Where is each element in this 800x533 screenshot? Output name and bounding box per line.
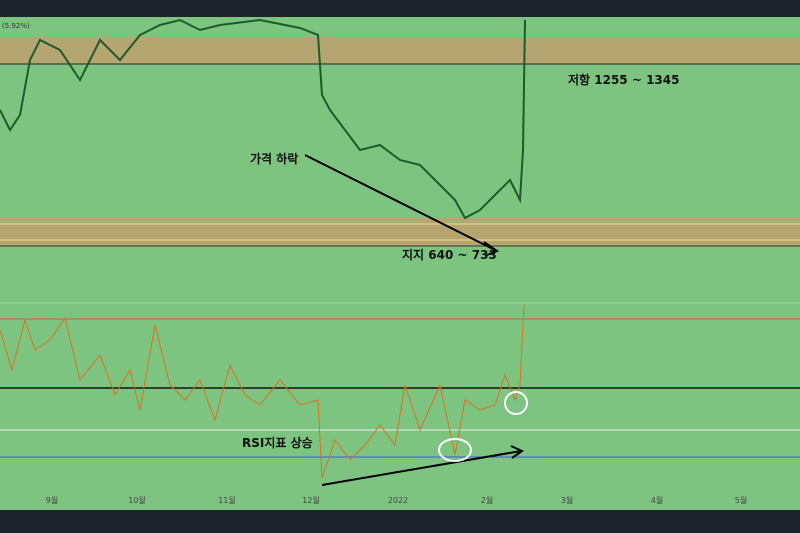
x-axis-label: 10월 xyxy=(128,495,146,505)
bottom-bar xyxy=(0,510,800,533)
x-axis-label: 5월 xyxy=(735,495,747,505)
x-axis-label: 4월 xyxy=(651,495,663,505)
x-axis-label: 2월 xyxy=(481,495,493,505)
x-axis: 9월 10월 11월 12월 2022 2월 3월 4월 5월 xyxy=(46,495,747,505)
price-path xyxy=(0,18,526,220)
annotation: RSI지표 상승 xyxy=(242,435,313,450)
highlight-circle xyxy=(504,391,528,415)
x-axis-label: 9월 xyxy=(46,495,58,505)
resistance-band xyxy=(0,37,800,64)
rsi-path xyxy=(0,304,525,479)
chart-area xyxy=(0,17,800,510)
arrow-head xyxy=(483,241,500,256)
annotation: 지지 640 ~ 733 xyxy=(402,247,497,262)
annotation: 가격 하락 xyxy=(250,151,298,166)
arrow xyxy=(321,450,522,486)
arrow xyxy=(304,154,496,251)
change-label: (5.92%) xyxy=(2,22,30,30)
highlight-circle xyxy=(438,438,472,462)
arrow-head xyxy=(510,445,525,459)
x-axis-label: 2022 xyxy=(388,496,408,505)
x-axis-label: 3월 xyxy=(561,495,573,505)
x-axis-label: 11월 xyxy=(218,495,236,505)
support-band xyxy=(0,218,800,246)
annotation: 저항 1255 ~ 1345 xyxy=(568,72,679,87)
top-bar xyxy=(0,0,800,17)
x-axis-label: 12월 xyxy=(302,495,320,505)
